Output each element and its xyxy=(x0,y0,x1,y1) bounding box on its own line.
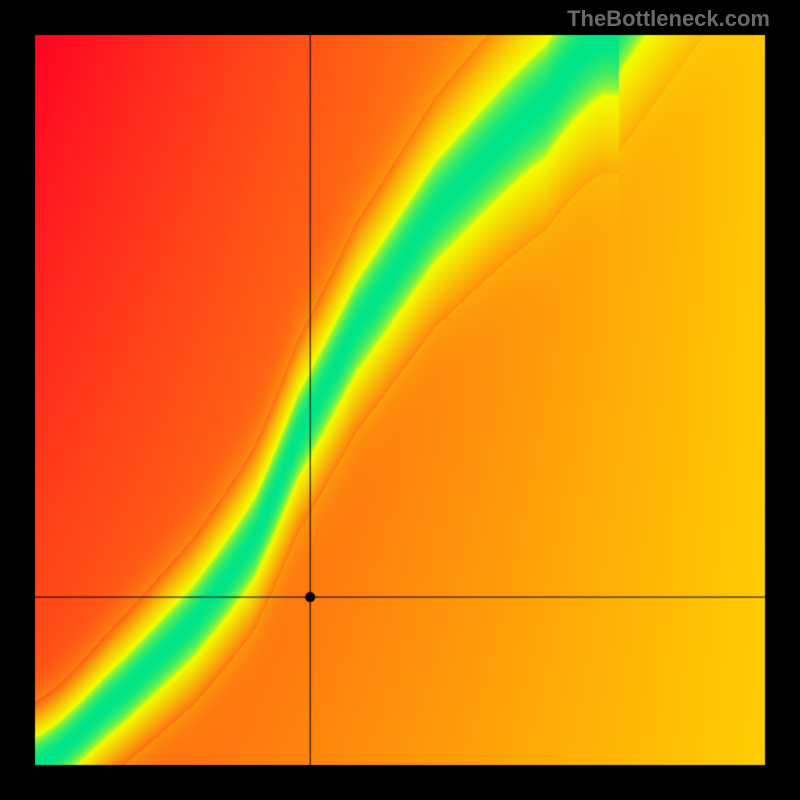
bottleneck-heatmap xyxy=(0,0,800,800)
watermark-text: TheBottleneck.com xyxy=(567,6,770,32)
chart-container: TheBottleneck.com xyxy=(0,0,800,800)
